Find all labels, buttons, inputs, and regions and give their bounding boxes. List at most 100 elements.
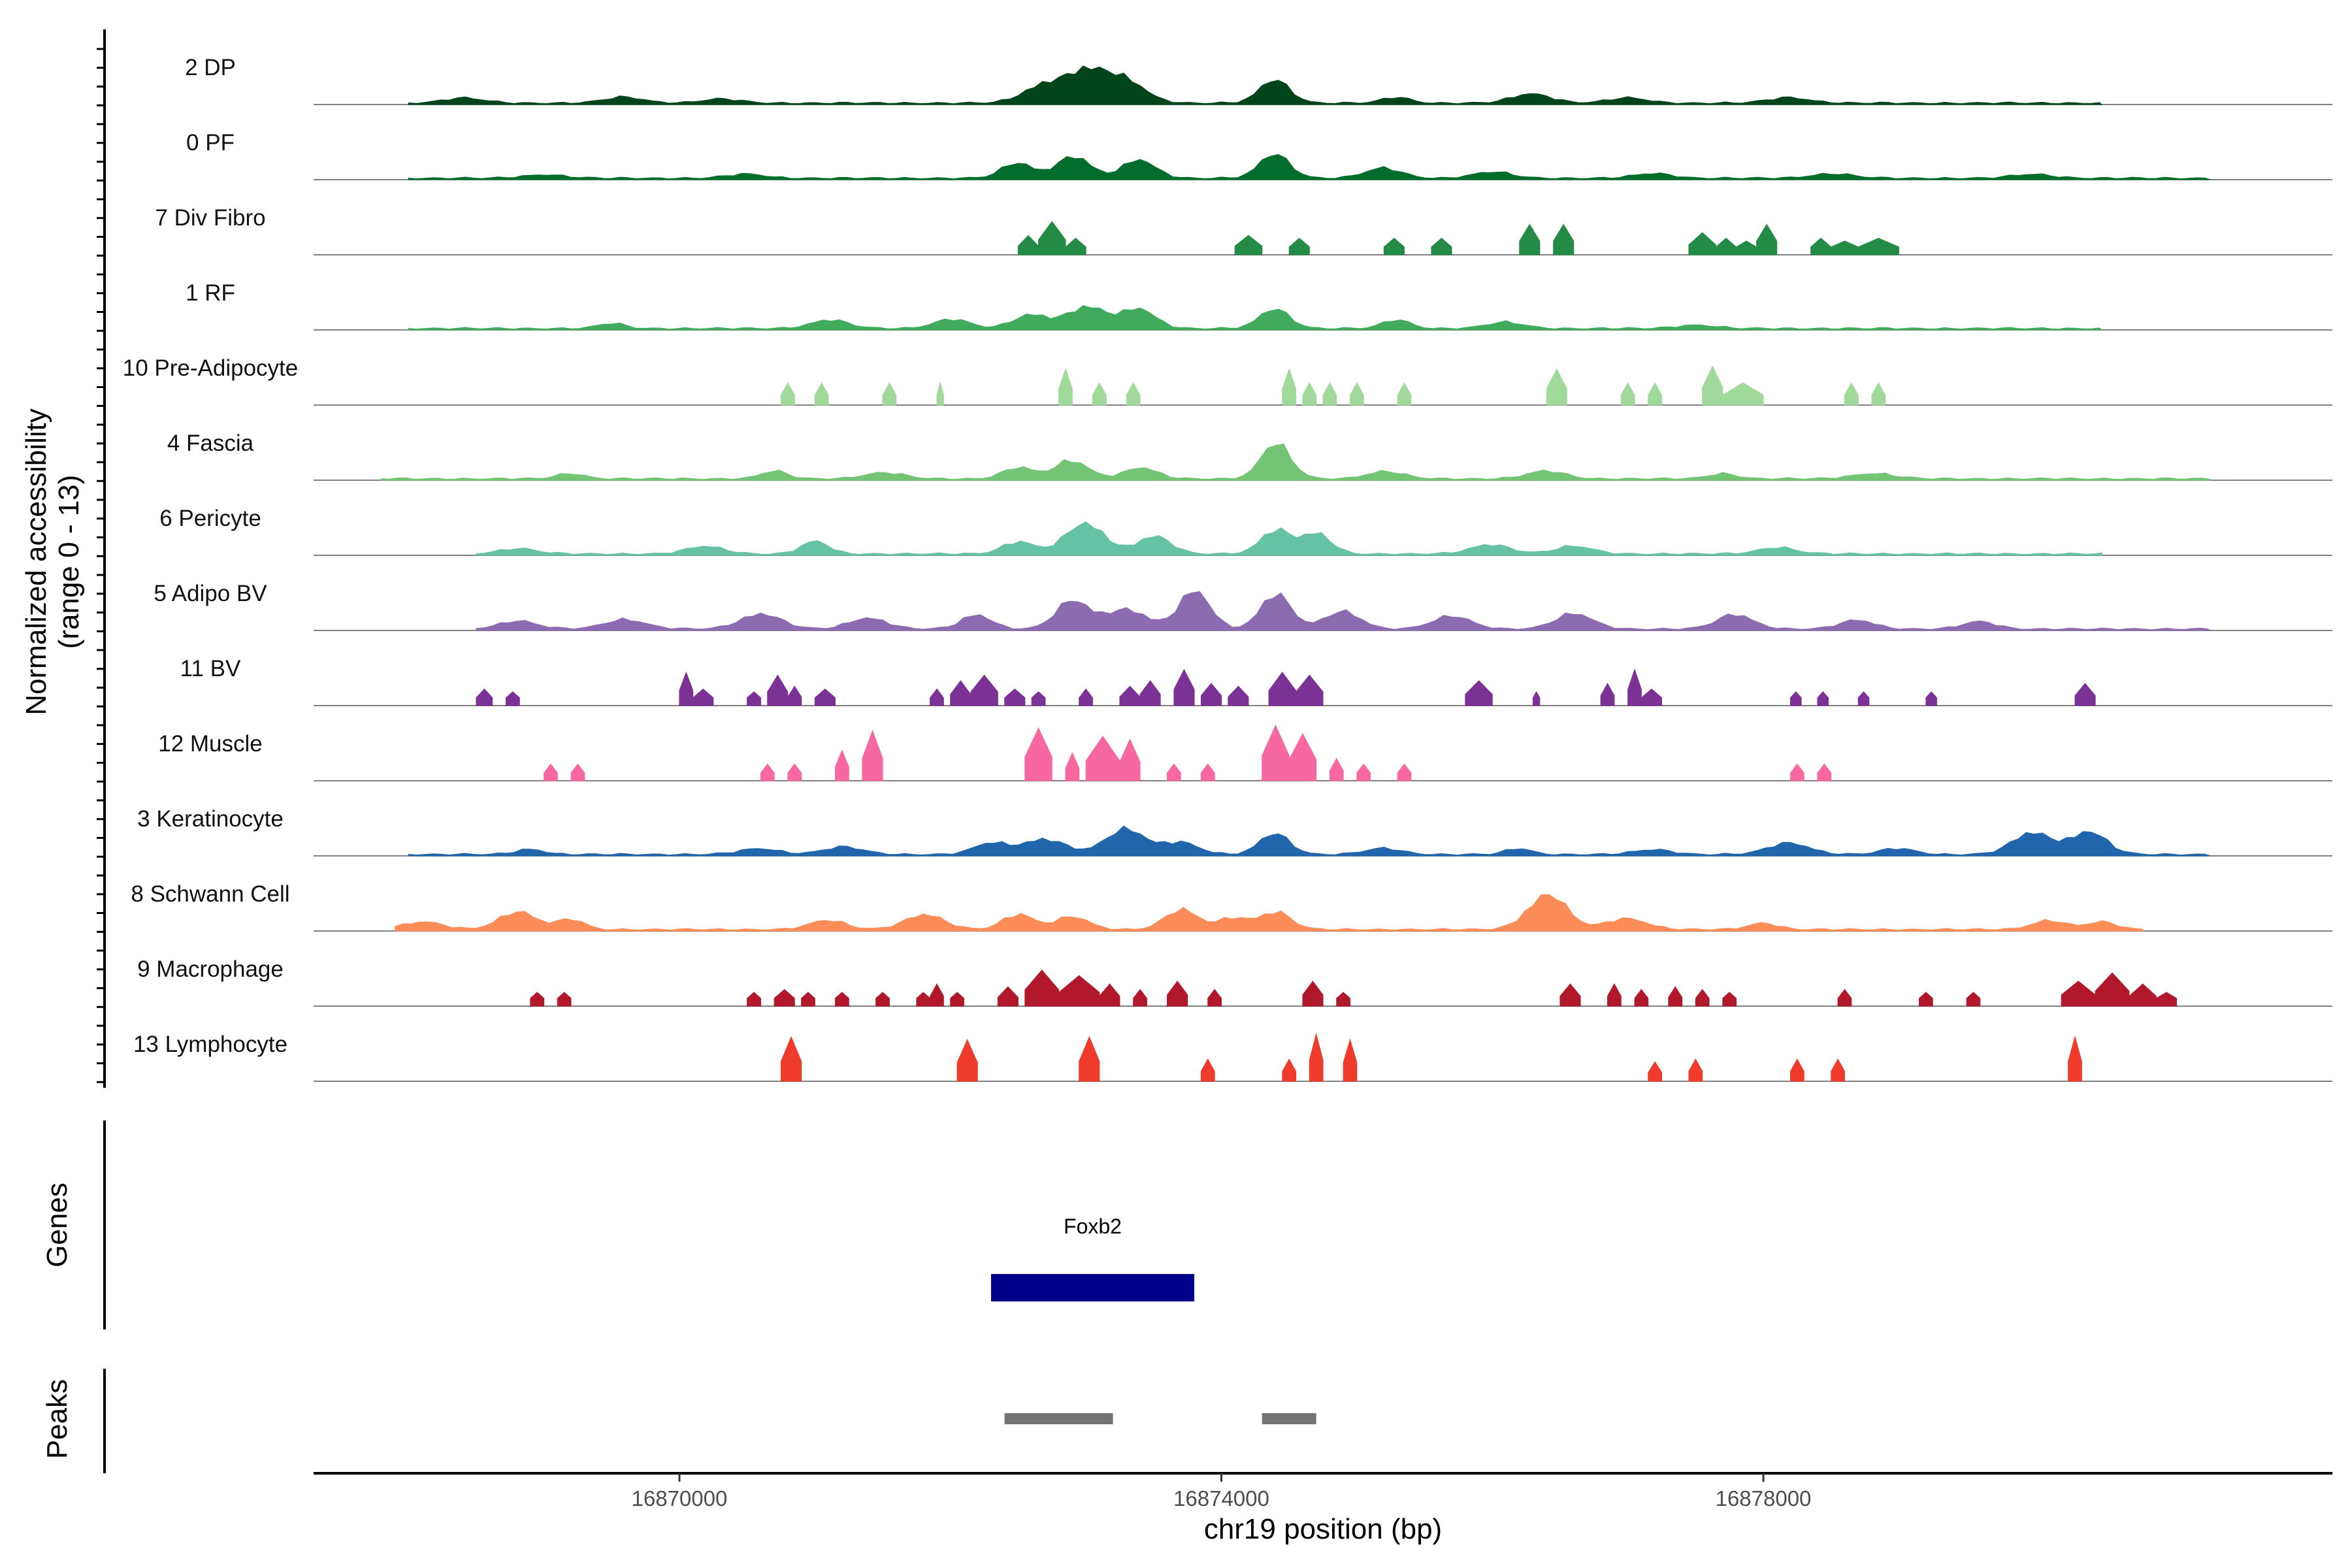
- track-peak-block: [1736, 240, 1757, 255]
- track-peak-block: [1553, 223, 1575, 255]
- track-label: 11 BV: [180, 656, 241, 681]
- track-12-muscle: 12 Muscle: [158, 724, 2332, 781]
- track-peak-block: [1831, 1058, 1845, 1082]
- track-label: 3 Keratinocyte: [137, 806, 284, 832]
- track-peak-block: [1857, 691, 1870, 706]
- track-peak-block: [1343, 1038, 1358, 1082]
- track-1-rf: 1 RF: [186, 280, 2332, 331]
- track-peak-block: [1038, 221, 1066, 255]
- track-label: 9 Macrophage: [137, 956, 284, 982]
- track-peak-block: [1790, 1058, 1805, 1082]
- track-label: 10 Pre-Adipocyte: [123, 355, 298, 381]
- track-coverage-area: [394, 894, 2144, 932]
- track-peak-block: [1228, 685, 1249, 706]
- track-peak-block: [1817, 763, 1832, 781]
- track-4-fascia: 4 Fascia: [167, 431, 2332, 481]
- track-peak-block: [1837, 988, 1852, 1007]
- track-label: 13 Lymphocyte: [133, 1032, 287, 1057]
- track-peak-block: [1017, 235, 1039, 255]
- gene-body: [990, 1274, 1194, 1301]
- track-peak-block: [875, 992, 890, 1007]
- track-coverage-area: [381, 443, 2211, 481]
- track-peak-block: [1620, 382, 1635, 406]
- track-peak-block: [1722, 382, 1764, 406]
- track-peak-block: [787, 685, 802, 706]
- track-peak-block: [506, 691, 520, 706]
- track-peak-block: [1031, 691, 1046, 706]
- track-peak-block: [1627, 668, 1642, 706]
- track-label: 1 RF: [186, 280, 235, 306]
- track-peak-block: [1092, 382, 1107, 406]
- track-peak-block: [1844, 382, 1859, 406]
- track-peak-block: [834, 749, 849, 781]
- track-peak-block: [1139, 679, 1161, 706]
- x-tick-label: 16870000: [632, 1486, 728, 1511]
- track-peak-block: [767, 674, 789, 706]
- track-peak-block: [882, 382, 897, 406]
- track-peak-block: [774, 988, 795, 1007]
- track-peak-block: [1268, 672, 1296, 706]
- track-peak-block: [1288, 732, 1317, 781]
- track-5-adipo-bv: 5 Adipo BV: [154, 581, 2332, 631]
- track-peak-block: [1519, 223, 1541, 255]
- track-peak-block: [1532, 691, 1541, 706]
- track-peak-block: [1634, 988, 1649, 1007]
- track-peak-block: [1085, 736, 1120, 781]
- track-peak-block: [1173, 668, 1195, 706]
- track-peak-block: [1925, 691, 1937, 706]
- track-8-schwann-cell: 8 Schwann Cell: [131, 881, 2332, 932]
- track-peak-block: [1004, 688, 1026, 706]
- track-peak-block: [2155, 992, 2177, 1007]
- track-label: 5 Adipo BV: [154, 581, 267, 606]
- track-peak-block: [1322, 382, 1337, 406]
- track-peak-block: [1200, 683, 1222, 706]
- track-peak-block: [1133, 988, 1147, 1007]
- x-axis-title: chr19 position (bp): [1204, 1513, 1442, 1545]
- track-peak-block: [862, 730, 883, 781]
- track-peak-block: [1648, 382, 1662, 406]
- track-coverage-area: [476, 521, 2102, 556]
- track-0-pf: 0 PF: [186, 130, 2332, 180]
- track-peak-block: [2074, 683, 2096, 706]
- track-peak-block: [1119, 685, 1141, 706]
- track-peak-block: [970, 674, 998, 706]
- gene-annotation-panel: Foxb2: [990, 1215, 1194, 1301]
- track-peak-block: [1065, 752, 1080, 781]
- track-peak-block: [1722, 992, 1737, 1007]
- track-peak-block: [1857, 237, 1899, 255]
- track-label: 12 Muscle: [158, 731, 263, 757]
- track-peak-block: [1336, 992, 1350, 1007]
- track-11-bv: 11 BV: [180, 656, 2332, 706]
- track-label: 2 DP: [185, 55, 236, 80]
- track-coverage-area: [476, 591, 2212, 631]
- track-peak-block: [1831, 240, 1859, 255]
- track-10-pre-adipocyte: 10 Pre-Adipocyte: [123, 355, 2332, 406]
- track-peak-block: [1431, 237, 1452, 255]
- track-peak-block: [936, 382, 944, 406]
- track-label: 8 Schwann Cell: [131, 881, 289, 907]
- track-peak-block: [1200, 1058, 1215, 1082]
- track-peak-block: [2068, 1036, 2082, 1082]
- track-peak-block: [1024, 727, 1053, 781]
- track-label: 6 Pericyte: [159, 506, 261, 531]
- track-peak-block: [1309, 1032, 1324, 1082]
- track-peak-block: [1397, 382, 1412, 406]
- track-peak-block: [693, 688, 714, 706]
- track-peak-block: [1871, 382, 1886, 406]
- track-peak-block: [1688, 232, 1716, 255]
- track-peak-block: [1329, 757, 1344, 781]
- track-2-dp: 2 DP: [185, 55, 2332, 105]
- track-peak-block: [1119, 738, 1141, 781]
- track-peak-block: [1560, 983, 1581, 1007]
- track-peak-block: [1966, 992, 1981, 1007]
- track-peak-block: [801, 992, 815, 1007]
- track-peak-block: [916, 992, 931, 1007]
- track-peak-block: [1756, 223, 1778, 255]
- track-peak-block: [1702, 365, 1723, 406]
- track-coverage-area: [408, 825, 2211, 857]
- peak-region: [1262, 1413, 1316, 1424]
- track-peak-block: [930, 983, 944, 1007]
- track-peak-block: [1167, 980, 1188, 1007]
- track-peak-block: [1282, 368, 1296, 406]
- gene-label: Foxb2: [1064, 1215, 1122, 1238]
